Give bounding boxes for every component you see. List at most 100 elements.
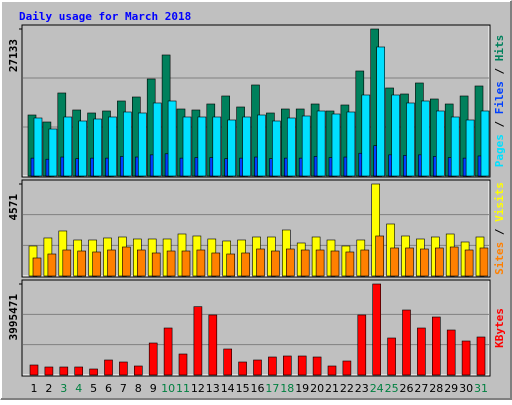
bar: [357, 314, 367, 376]
x-tick-label: 10: [161, 382, 175, 395]
bar: [93, 118, 102, 177]
bar: [300, 249, 310, 277]
bar: [390, 247, 399, 277]
bar: [104, 359, 113, 376]
bar: [297, 355, 307, 376]
bar: [301, 115, 311, 177]
legend-entry: Visits: [493, 182, 506, 222]
bar: [178, 353, 188, 376]
bar: [435, 110, 445, 177]
x-tick-label: 20: [310, 382, 324, 395]
bar: [256, 248, 265, 277]
bar: [148, 342, 158, 376]
bar: [431, 316, 441, 376]
bar: [193, 306, 203, 376]
x-tick-label: 17: [265, 382, 279, 395]
bar: [167, 100, 177, 177]
bar: [417, 327, 426, 376]
legend-entry: Files: [493, 81, 506, 114]
bar: [330, 250, 340, 277]
bar: [59, 366, 69, 376]
bar: [226, 253, 235, 277]
bar: [420, 248, 429, 277]
bar: [138, 112, 147, 177]
x-tick-label: 7: [120, 382, 127, 395]
x-tick-label: 15: [236, 382, 250, 395]
bar: [48, 128, 58, 177]
x-tick-label: 28: [429, 382, 443, 395]
bar: [391, 94, 400, 177]
legend: Sites / Visits: [493, 182, 506, 275]
x-tick-label: 21: [325, 382, 339, 395]
x-tick-label: 11: [176, 382, 190, 395]
bar: [286, 117, 296, 177]
bar: [74, 366, 83, 376]
x-tick-label: 19: [295, 382, 309, 395]
bar: [166, 250, 176, 277]
bar: [181, 250, 191, 277]
bar: [108, 116, 117, 177]
bar: [197, 116, 207, 177]
bar: [476, 336, 486, 376]
x-tick-label: 2: [45, 382, 52, 395]
bar: [238, 361, 247, 376]
bar: [196, 249, 206, 277]
bar: [32, 257, 42, 277]
x-tick-label: 18: [280, 382, 294, 395]
bar: [253, 359, 262, 376]
bar: [223, 348, 232, 376]
bar: [257, 114, 266, 177]
bar: [327, 365, 337, 376]
x-tick-label: 16: [251, 382, 265, 395]
chart-title: Daily usage for March 2018: [19, 10, 191, 23]
x-tick-label: 26: [400, 382, 414, 395]
bar: [360, 249, 370, 277]
bar: [464, 249, 474, 277]
legend: KBytes: [493, 308, 506, 348]
bar: [449, 246, 459, 277]
bar: [465, 119, 475, 177]
bar: [361, 94, 371, 177]
bar: [402, 309, 411, 376]
bar: [376, 46, 386, 177]
bar: [47, 253, 57, 277]
x-tick-label: 8: [135, 382, 142, 395]
bar: [421, 100, 430, 177]
bar: [480, 110, 490, 177]
bar: [242, 116, 251, 177]
x-tick-label: 31: [474, 382, 488, 395]
bar: [315, 249, 325, 277]
y-tick-label: 4571: [7, 194, 20, 221]
bar: [62, 249, 72, 277]
legend-entry: KBytes: [493, 308, 506, 348]
x-tick-label: 1: [31, 382, 38, 395]
x-tick-label: 27: [414, 382, 428, 395]
bar: [122, 246, 131, 277]
x-tick-label: 4: [75, 382, 82, 395]
bar: [29, 364, 39, 376]
x-tick-label: 14: [221, 382, 235, 395]
bar: [285, 248, 295, 277]
bar: [33, 117, 43, 177]
bar: [316, 110, 326, 177]
bar: [345, 251, 355, 277]
bar: [342, 360, 352, 376]
bar: [450, 116, 460, 177]
bar: [375, 235, 385, 277]
bar: [163, 327, 173, 376]
legend: Pages / Files / Hits: [493, 35, 506, 168]
x-tick-label: 5: [90, 382, 97, 395]
bar: [208, 314, 218, 376]
bar: [346, 111, 356, 177]
bar: [89, 368, 98, 376]
legend-separator: /: [493, 222, 506, 242]
bar: [372, 283, 382, 376]
bar: [282, 355, 292, 376]
legend-entry: Sites: [493, 242, 506, 275]
x-tick-label: 29: [444, 382, 458, 395]
bar: [461, 340, 471, 376]
bar: [152, 102, 162, 177]
bar: [406, 102, 415, 177]
